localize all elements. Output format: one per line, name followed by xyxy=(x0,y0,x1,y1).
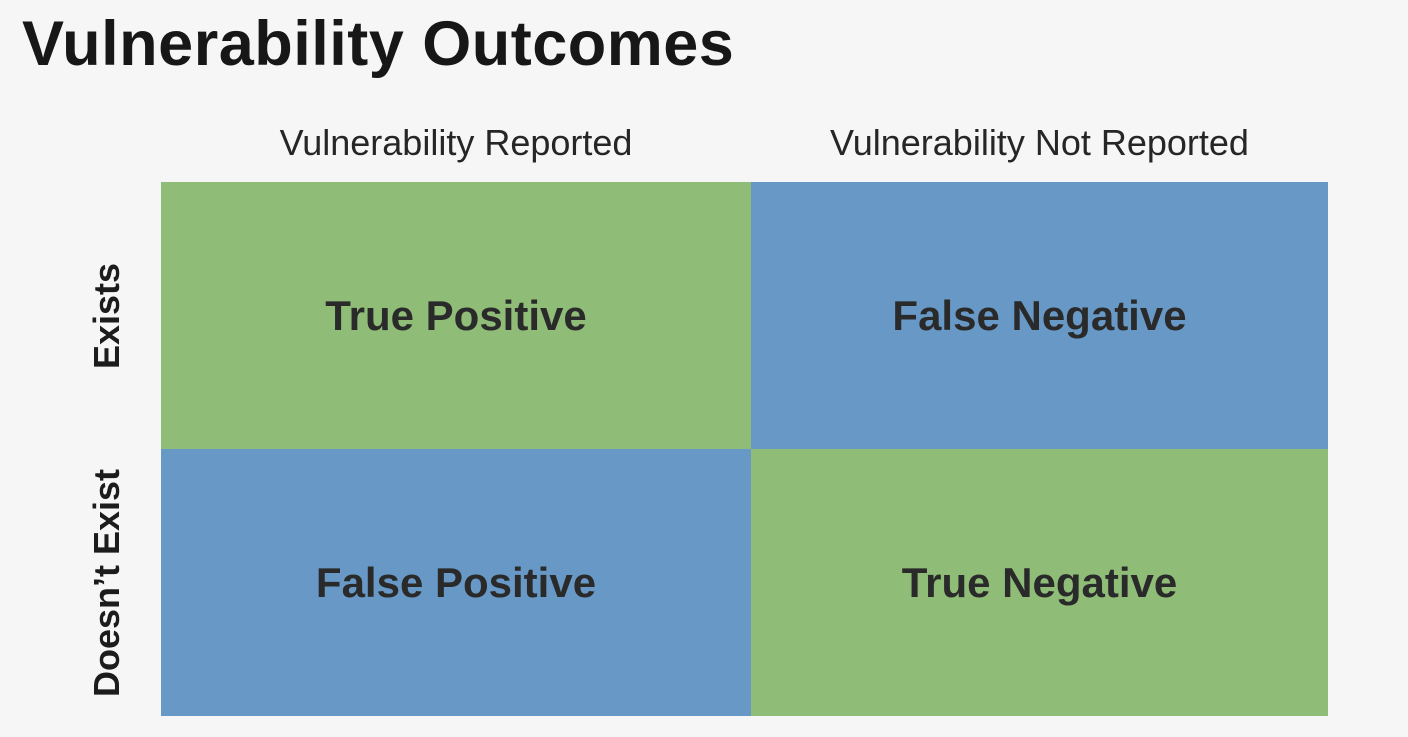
row-header-exists-label: Exists xyxy=(86,262,128,369)
cell-true-negative: True Negative xyxy=(751,449,1328,716)
page-title: Vulnerability Outcomes xyxy=(22,9,735,79)
outcome-matrix: True Positive False Negative False Posit… xyxy=(161,182,1328,716)
cell-true-negative-label: True Negative xyxy=(901,558,1178,606)
cell-true-positive: True Positive xyxy=(161,182,751,449)
row-header-doesnt-exist-label: Doesn’t Exist xyxy=(86,468,127,697)
cell-false-positive: False Positive xyxy=(161,449,751,716)
cell-false-positive-label: False Positive xyxy=(315,558,597,606)
cell-false-negative-label: False Negative xyxy=(892,291,1187,339)
column-header-reported: Vulnerability Reported xyxy=(279,122,633,163)
cell-true-positive-label: True Positive xyxy=(325,291,587,339)
row-header-exists: Exists xyxy=(81,182,133,449)
cell-false-negative: False Negative xyxy=(751,182,1328,449)
column-header-not-reported: Vulnerability Not Reported xyxy=(830,122,1249,163)
row-header-doesnt-exist: Doesn’t Exist xyxy=(81,449,133,716)
